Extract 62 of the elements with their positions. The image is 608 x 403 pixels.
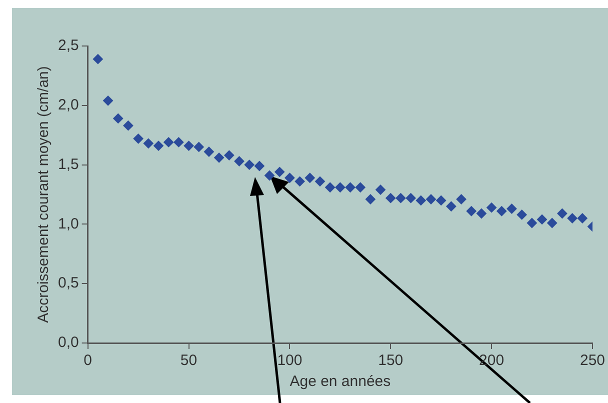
point	[204, 146, 214, 157]
x-tick-label: 150	[378, 352, 404, 370]
point	[386, 193, 396, 204]
point	[537, 214, 548, 224]
point	[133, 134, 144, 144]
point	[456, 194, 466, 204]
point	[123, 120, 134, 131]
point	[355, 182, 366, 192]
point	[567, 213, 578, 224]
x-tick-label: 50	[180, 352, 198, 370]
point	[314, 176, 325, 186]
point	[304, 172, 315, 183]
point	[486, 202, 497, 213]
point	[103, 96, 114, 106]
point	[164, 137, 174, 148]
point	[365, 194, 376, 204]
point	[496, 206, 507, 216]
y-axis-title: Accroissement courant moyen (cm/an)	[35, 66, 52, 323]
point	[224, 150, 234, 160]
point	[214, 152, 224, 163]
point	[406, 193, 416, 204]
point	[516, 210, 527, 220]
x-tick-label: 0	[84, 352, 92, 370]
y-tick-label: 2,0	[58, 96, 79, 114]
point	[325, 182, 336, 192]
point	[526, 218, 537, 228]
point	[577, 213, 588, 224]
point	[234, 156, 244, 166]
point	[274, 166, 285, 177]
y-tick-label: 1,0	[58, 215, 79, 232]
point	[396, 193, 406, 204]
point	[436, 195, 446, 206]
point	[345, 182, 356, 192]
point	[174, 137, 184, 148]
point	[335, 182, 346, 192]
y-tick-label: 2,5	[58, 37, 79, 54]
point	[264, 170, 275, 180]
point	[113, 113, 124, 124]
x-axis-title: Age en années	[290, 373, 391, 390]
point	[143, 138, 154, 148]
point	[92, 54, 103, 64]
point	[446, 201, 456, 212]
x-tick-label: 100	[277, 352, 302, 370]
point	[184, 140, 194, 151]
point	[294, 176, 305, 186]
point	[244, 160, 254, 170]
point	[254, 160, 264, 171]
point	[557, 208, 568, 219]
y-tick-label: 0,0	[58, 334, 79, 352]
point	[506, 204, 517, 214]
point	[416, 195, 426, 206]
x-tick-label: 250	[580, 352, 605, 370]
point	[466, 206, 476, 216]
point	[194, 142, 204, 152]
point	[154, 140, 164, 151]
point	[426, 194, 436, 204]
y-tick-label: 0,5	[58, 274, 79, 292]
point	[284, 172, 295, 183]
point	[547, 218, 558, 228]
point	[376, 184, 386, 195]
point	[476, 208, 486, 219]
y-tick-label: 1,5	[58, 156, 79, 173]
